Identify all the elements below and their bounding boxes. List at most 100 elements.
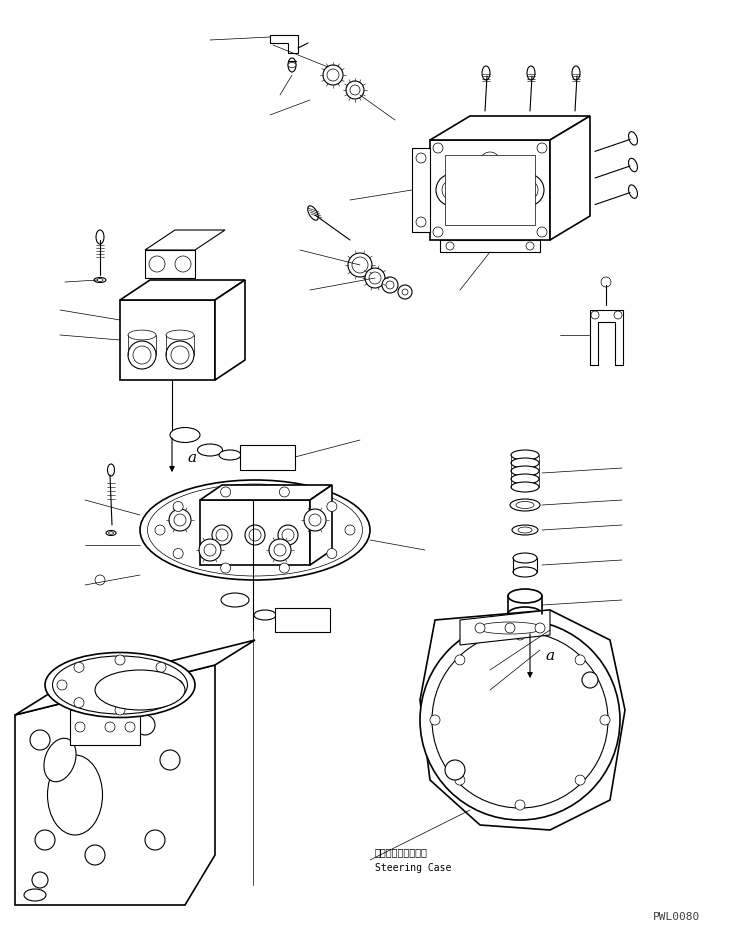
- Ellipse shape: [512, 525, 538, 535]
- Circle shape: [85, 845, 105, 865]
- Circle shape: [436, 174, 468, 206]
- Polygon shape: [412, 148, 430, 232]
- Polygon shape: [430, 140, 550, 240]
- Circle shape: [323, 65, 343, 85]
- Text: PWL0080: PWL0080: [653, 912, 700, 922]
- Circle shape: [35, 830, 55, 850]
- Ellipse shape: [527, 66, 535, 80]
- Polygon shape: [460, 610, 550, 645]
- Circle shape: [173, 680, 183, 690]
- Circle shape: [216, 529, 228, 541]
- Circle shape: [614, 311, 622, 319]
- Ellipse shape: [95, 670, 185, 710]
- Ellipse shape: [170, 427, 200, 442]
- Circle shape: [537, 143, 547, 153]
- Circle shape: [212, 525, 232, 545]
- Circle shape: [518, 180, 538, 200]
- Circle shape: [505, 623, 515, 633]
- Circle shape: [149, 256, 165, 272]
- Ellipse shape: [147, 484, 363, 576]
- Ellipse shape: [288, 63, 296, 68]
- Circle shape: [446, 242, 454, 250]
- Circle shape: [204, 544, 216, 556]
- Circle shape: [309, 514, 321, 526]
- Circle shape: [352, 257, 368, 273]
- Circle shape: [282, 529, 294, 541]
- Polygon shape: [120, 280, 245, 300]
- Circle shape: [526, 242, 534, 250]
- Circle shape: [601, 277, 611, 287]
- Circle shape: [575, 654, 585, 665]
- Circle shape: [278, 525, 298, 545]
- Text: Steering Case: Steering Case: [375, 863, 451, 873]
- Ellipse shape: [140, 480, 370, 580]
- Circle shape: [169, 509, 191, 531]
- Circle shape: [95, 575, 105, 585]
- Ellipse shape: [518, 527, 532, 533]
- Ellipse shape: [510, 499, 540, 511]
- Circle shape: [160, 750, 180, 770]
- Polygon shape: [15, 665, 215, 905]
- Ellipse shape: [53, 656, 188, 714]
- Polygon shape: [310, 485, 332, 565]
- Polygon shape: [550, 116, 590, 240]
- Circle shape: [582, 672, 598, 688]
- Ellipse shape: [45, 653, 195, 717]
- Bar: [240, 445, 295, 470]
- Circle shape: [575, 775, 585, 785]
- Ellipse shape: [513, 567, 537, 577]
- Polygon shape: [420, 610, 625, 830]
- Circle shape: [416, 217, 426, 227]
- Circle shape: [128, 341, 156, 369]
- Polygon shape: [145, 230, 225, 250]
- Circle shape: [220, 563, 231, 573]
- Circle shape: [133, 346, 151, 364]
- Circle shape: [386, 281, 394, 289]
- Ellipse shape: [482, 66, 490, 80]
- Ellipse shape: [24, 889, 46, 901]
- Circle shape: [249, 529, 261, 541]
- Circle shape: [535, 623, 545, 633]
- Circle shape: [155, 525, 165, 535]
- Ellipse shape: [288, 58, 296, 72]
- Circle shape: [280, 487, 289, 497]
- Polygon shape: [440, 240, 540, 252]
- Circle shape: [174, 514, 186, 526]
- Circle shape: [327, 69, 339, 81]
- Text: a: a: [545, 649, 554, 663]
- Ellipse shape: [221, 593, 249, 607]
- Ellipse shape: [94, 278, 106, 283]
- Circle shape: [57, 680, 67, 690]
- Circle shape: [430, 715, 440, 725]
- Ellipse shape: [477, 622, 542, 634]
- Ellipse shape: [254, 610, 276, 620]
- Circle shape: [600, 715, 610, 725]
- Circle shape: [32, 872, 48, 888]
- Bar: [275, 608, 330, 632]
- Circle shape: [442, 180, 462, 200]
- Polygon shape: [430, 116, 590, 140]
- Ellipse shape: [511, 458, 539, 468]
- Bar: [70, 710, 140, 745]
- Text: ステアリングケース: ステアリングケース: [375, 847, 428, 857]
- Circle shape: [346, 81, 364, 99]
- Circle shape: [30, 730, 50, 750]
- Ellipse shape: [44, 738, 76, 782]
- Polygon shape: [270, 35, 298, 53]
- Circle shape: [512, 174, 544, 206]
- Ellipse shape: [508, 589, 542, 603]
- Ellipse shape: [511, 450, 539, 460]
- Circle shape: [125, 722, 135, 732]
- Circle shape: [416, 153, 426, 163]
- Ellipse shape: [47, 755, 102, 835]
- Circle shape: [245, 525, 265, 545]
- Circle shape: [455, 775, 465, 785]
- Ellipse shape: [629, 131, 637, 146]
- Circle shape: [515, 630, 525, 640]
- Ellipse shape: [106, 531, 116, 535]
- Circle shape: [199, 539, 221, 561]
- Circle shape: [350, 85, 360, 95]
- Circle shape: [269, 539, 291, 561]
- Ellipse shape: [198, 444, 223, 456]
- Circle shape: [537, 227, 547, 237]
